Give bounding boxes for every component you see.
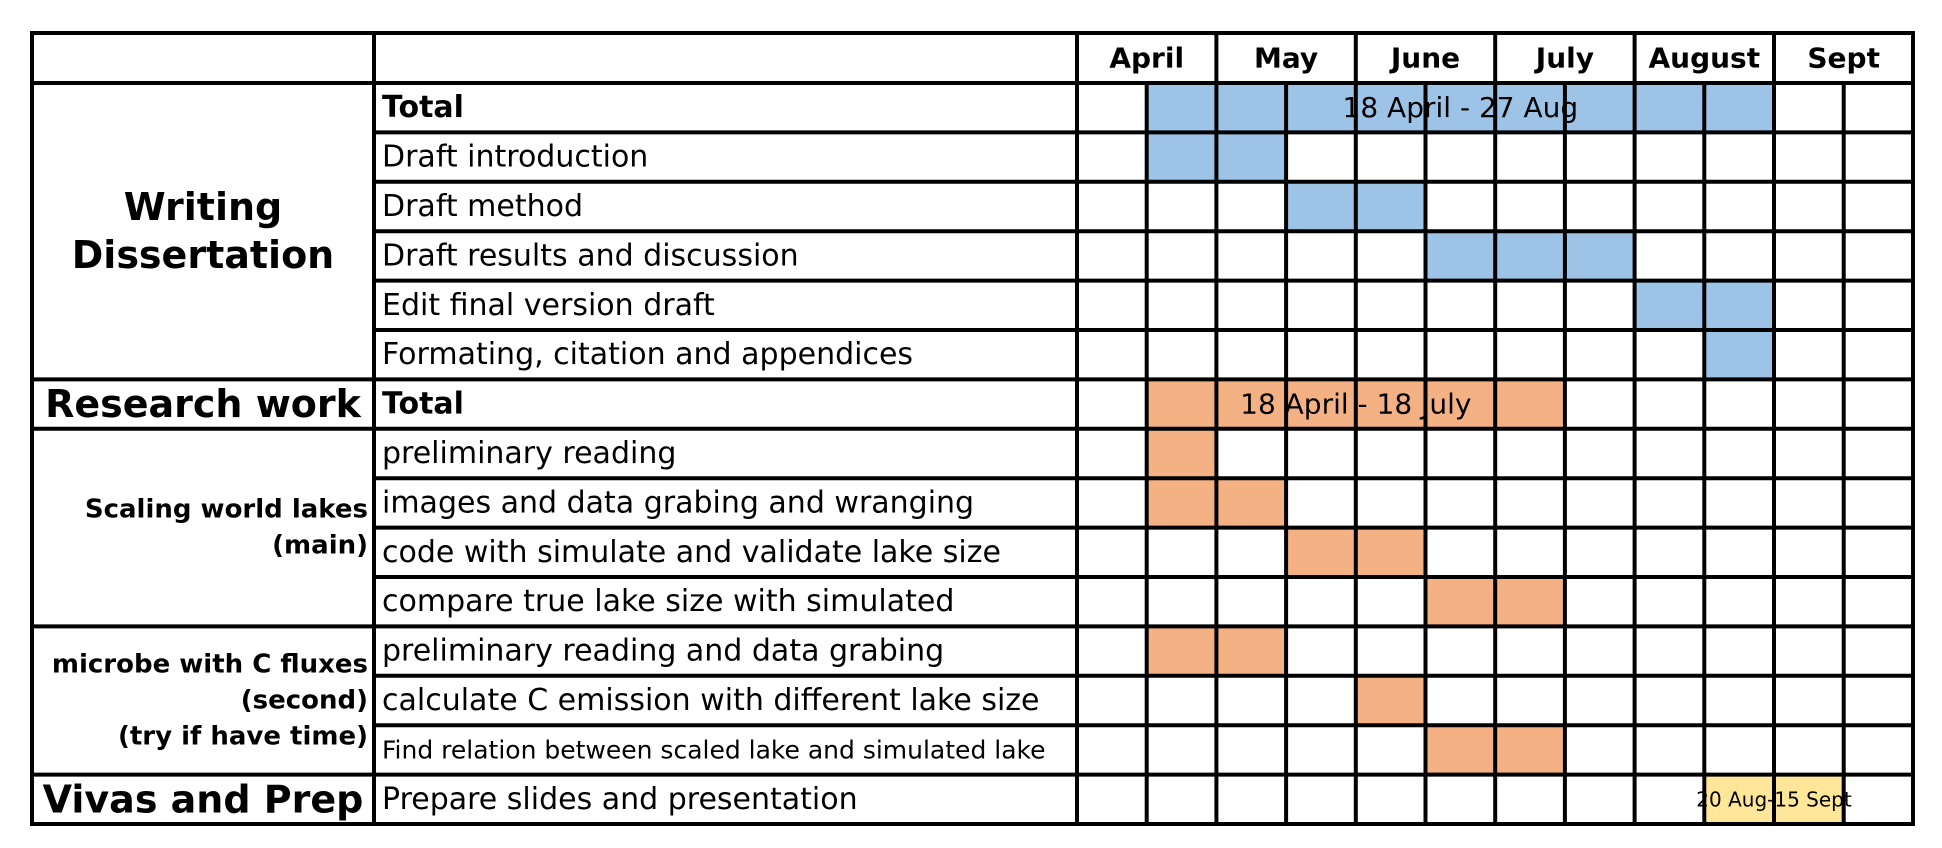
task-label: Edit final version draft [382, 288, 715, 323]
group-label: Dissertation [72, 233, 334, 277]
group-label: (main) [272, 531, 368, 561]
grid-layer [30, 31, 1915, 826]
task-bar [1704, 330, 1774, 380]
task-bar [1425, 231, 1635, 281]
month-label: May [1254, 42, 1318, 75]
group-label: (try if have time) [118, 722, 368, 752]
task-label: calculate C emission with different lake… [382, 683, 1040, 718]
task-label: images and data grabing and wranging [382, 485, 974, 520]
task-label: Draft results and discussion [382, 238, 799, 273]
task-label: Total [382, 387, 464, 422]
task-label: preliminary reading and data grabing [382, 634, 944, 669]
month-label: July [1534, 42, 1594, 75]
group-label: Vivas and Prep [43, 777, 364, 821]
task-label: Formating, citation and appendices [382, 337, 913, 372]
bar-label: 18 April - 27 Aug [1343, 91, 1579, 124]
task-label: Prepare slides and presentation [382, 782, 858, 817]
task-label: compare true lake size with simulated [382, 584, 954, 619]
task-label: Find relation between scaled lake and si… [382, 735, 1046, 764]
task-label: code with simulate and validate lake siz… [382, 535, 1001, 570]
task-label: Draft method [382, 189, 583, 224]
group-label: Research work [45, 382, 362, 426]
month-label: August [1648, 42, 1760, 75]
group-label: microbe with C fluxes [52, 650, 368, 680]
month-label: Sept [1807, 42, 1880, 75]
group-label: Scaling world lakes [85, 495, 368, 525]
bar-label: 20 Aug-15 Sept [1696, 787, 1852, 811]
task-label: Total [382, 90, 464, 125]
task-label: Draft introduction [382, 140, 648, 175]
month-label: June [1389, 42, 1460, 75]
task-label: preliminary reading [382, 436, 676, 471]
bar-label: 18 April - 18 July [1240, 388, 1471, 421]
month-label: April [1109, 42, 1184, 75]
task-bar [1355, 675, 1426, 726]
text-layer: 18 April - 27 Aug 18 April - 18 July 20 Au… [43, 42, 1880, 822]
group-label: (second) [241, 686, 368, 716]
task-bar [1146, 428, 1217, 479]
task-bar [1146, 83, 1774, 133]
group-label: Writing [124, 185, 282, 229]
